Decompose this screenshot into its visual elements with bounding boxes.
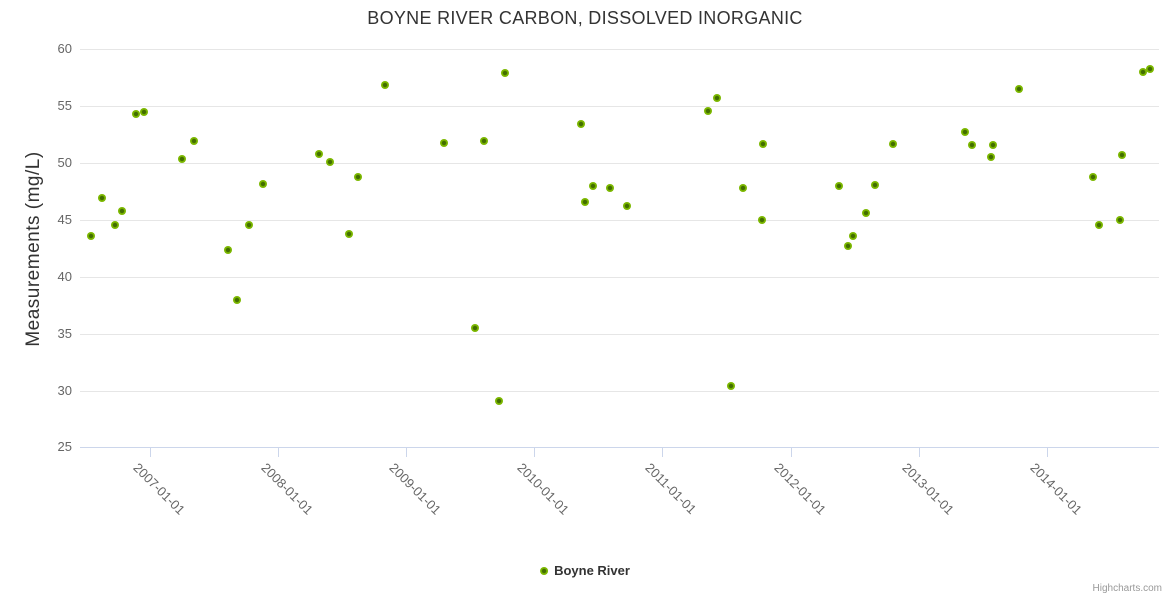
data-point[interactable] [224, 245, 233, 254]
data-point[interactable] [190, 137, 199, 146]
data-point[interactable] [1116, 215, 1125, 224]
data-point[interactable] [471, 323, 480, 332]
data-point[interactable] [1014, 85, 1023, 94]
y-axis-label: 55 [57, 98, 72, 114]
highcharts-credit-link[interactable]: Highcharts.com [1092, 583, 1162, 594]
data-point[interactable] [989, 140, 997, 149]
data-point[interactable] [576, 120, 585, 129]
legend-item-boyne-river[interactable]: Boyne River [540, 563, 630, 578]
y-axis-label: 45 [57, 211, 72, 227]
data-point[interactable] [1089, 172, 1098, 181]
gridline [80, 276, 1159, 278]
gridline [80, 106, 1159, 108]
data-point[interactable] [1139, 68, 1148, 77]
data-point[interactable] [757, 215, 766, 224]
legend-label: Boyne River [554, 563, 630, 578]
data-point[interactable] [588, 181, 597, 190]
data-point[interactable] [580, 197, 589, 206]
data-point[interactable] [495, 396, 504, 405]
data-point[interactable] [381, 80, 390, 89]
data-point[interactable] [703, 106, 712, 115]
data-point[interactable] [501, 69, 510, 78]
x-axis-label: 2012-01-01 [770, 460, 829, 518]
data-point[interactable] [849, 231, 858, 240]
data-point[interactable] [86, 231, 95, 240]
data-point[interactable] [344, 229, 353, 238]
data-point[interactable] [871, 180, 880, 189]
data-point[interactable] [1145, 64, 1154, 73]
x-axis-label: 2010-01-01 [514, 460, 573, 518]
data-point[interactable] [439, 138, 448, 147]
x-tick [150, 447, 151, 457]
data-point[interactable] [967, 140, 976, 149]
x-axis-label: 2014-01-01 [1027, 460, 1085, 518]
data-point[interactable] [354, 172, 363, 181]
data-point[interactable] [1118, 151, 1127, 160]
data-point[interactable] [986, 153, 995, 162]
x-tick [278, 447, 280, 457]
data-point[interactable] [118, 206, 127, 215]
data-point[interactable] [726, 381, 735, 390]
x-tick [534, 447, 536, 457]
y-axis-label: 30 [57, 382, 72, 398]
y-axis-label: 40 [57, 268, 72, 284]
x-axis-label: 2007-01-01 [130, 460, 189, 518]
x-tick [662, 447, 664, 457]
legend-marker-icon [540, 566, 549, 575]
x-tick [406, 447, 408, 457]
x-axis-line [80, 447, 1159, 449]
data-point[interactable] [98, 194, 107, 203]
data-point[interactable] [834, 181, 843, 190]
data-point[interactable] [889, 139, 898, 148]
gridline [80, 49, 1159, 51]
data-point[interactable] [622, 202, 631, 211]
chart-title: BOYNE RIVER CARBON, DISSOLVED INORGANIC [367, 8, 803, 28]
data-point[interactable] [480, 137, 489, 146]
data-point[interactable] [1094, 220, 1103, 229]
data-point[interactable] [843, 242, 852, 251]
gridline [80, 219, 1159, 221]
data-point[interactable] [177, 154, 186, 163]
data-point[interactable] [325, 157, 334, 166]
data-point[interactable] [861, 209, 870, 218]
x-tick [918, 447, 920, 457]
x-axis-label: 2011-01-01 [642, 460, 700, 517]
data-point[interactable] [131, 110, 140, 119]
data-point[interactable] [712, 94, 721, 103]
data-point[interactable] [110, 220, 119, 229]
data-point[interactable] [139, 107, 148, 116]
data-point[interactable] [960, 128, 969, 137]
gridline [80, 163, 1159, 165]
x-axis-label: 2013-01-01 [898, 460, 957, 518]
y-axis-label: 50 [57, 155, 72, 171]
data-point[interactable] [233, 295, 242, 304]
data-point[interactable] [605, 184, 614, 193]
gridline [80, 390, 1159, 392]
x-tick [1046, 447, 1048, 457]
y-axis-label: 25 [57, 439, 72, 455]
data-point[interactable] [314, 150, 323, 158]
x-tick [790, 447, 792, 457]
x-axis-label: 2008-01-01 [258, 460, 317, 518]
data-point[interactable] [258, 179, 267, 188]
x-axis-label: 2009-01-01 [386, 460, 445, 518]
y-axis-label: 60 [57, 41, 72, 57]
data-point[interactable] [739, 184, 748, 193]
data-point[interactable] [244, 220, 253, 229]
gridline [80, 333, 1159, 335]
data-point[interactable] [759, 139, 768, 148]
y-axis-label: 35 [57, 325, 72, 341]
